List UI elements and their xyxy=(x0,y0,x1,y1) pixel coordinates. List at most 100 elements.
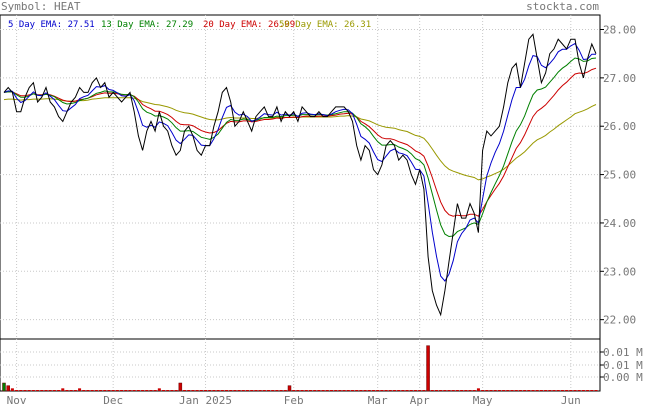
volume-bar xyxy=(460,390,464,391)
date-tick-label: Jun xyxy=(561,394,581,406)
volume-bar xyxy=(170,390,174,391)
volume-bar xyxy=(27,390,31,391)
price-axis: 22.00 23.00 24.00 25.00 26.00 27.00 28.00 xyxy=(600,24,636,327)
volume-axis: 0.01 M0.01 M0.00 M xyxy=(600,346,643,384)
volume-bar xyxy=(162,390,166,391)
date-tick-label: Feb xyxy=(284,394,304,406)
volume-tick-label: 0.00 M xyxy=(603,371,643,384)
volume-bar xyxy=(548,390,552,391)
date-tick-label: Dec xyxy=(103,394,123,406)
volume-bar xyxy=(141,390,145,391)
volume-bar xyxy=(304,390,308,391)
volume-bar xyxy=(485,390,489,391)
volume-bar xyxy=(531,390,535,391)
volume-bar xyxy=(178,382,183,392)
volume-bar xyxy=(565,390,569,391)
volume-bar xyxy=(19,390,23,391)
volume-bar xyxy=(514,390,518,391)
volume-bar xyxy=(325,390,329,391)
volume-bar xyxy=(418,390,422,391)
volume-bar xyxy=(334,390,338,391)
price-tick-label: 28.00 xyxy=(603,24,636,37)
volume-bar xyxy=(476,388,480,391)
volume-bar xyxy=(594,390,598,391)
volume-bar xyxy=(439,390,443,391)
volume-bar xyxy=(10,388,14,391)
volume-bar xyxy=(233,390,237,391)
volume-bar xyxy=(518,390,522,391)
volume-bar xyxy=(296,390,300,391)
price-tick-label: 22.00 xyxy=(603,314,636,327)
volume-bar xyxy=(86,390,90,391)
series-line-price xyxy=(3,33,597,317)
price-panel xyxy=(0,14,601,340)
volume-bar xyxy=(271,390,275,391)
volume-bar xyxy=(132,390,136,391)
volume-bar xyxy=(36,390,40,391)
volume-bar xyxy=(443,390,447,391)
volume-bar xyxy=(573,390,577,391)
legend-ema20: 20 Day EMA: 26.99 xyxy=(203,20,295,30)
volume-bar xyxy=(313,390,317,391)
volume-bar xyxy=(191,390,195,391)
series-line-ema20 xyxy=(3,67,597,217)
site-label: stockta.com xyxy=(526,0,599,13)
volume-bar xyxy=(581,390,585,391)
symbol-label: Symbol: HEAT xyxy=(1,0,81,13)
volume-bar xyxy=(103,390,107,391)
volume-bar xyxy=(275,390,279,391)
volume-bar xyxy=(317,390,321,391)
volume-bar xyxy=(157,388,161,391)
volume-bar xyxy=(586,390,590,391)
volume-bar xyxy=(52,390,56,391)
volume-bar xyxy=(94,390,98,391)
volume-bar xyxy=(342,390,346,391)
volume-bar xyxy=(535,390,539,391)
price-grid xyxy=(0,15,600,339)
price-tick-label: 26.00 xyxy=(603,120,636,133)
volume-bar xyxy=(195,390,199,391)
volume-bar xyxy=(506,390,510,391)
volume-bar xyxy=(338,390,342,391)
volume-bar xyxy=(527,390,531,391)
volume-bar xyxy=(363,390,367,391)
volume-bar xyxy=(544,390,548,391)
volume-bar xyxy=(90,390,94,391)
volume-bar xyxy=(78,388,82,391)
volume-bar xyxy=(23,390,27,391)
volume-bar xyxy=(464,390,468,391)
volume-bar xyxy=(2,382,6,392)
volume-bar xyxy=(246,390,250,391)
volume-bar xyxy=(241,390,245,391)
volume-bar xyxy=(434,390,438,391)
volume-bar xyxy=(61,388,65,391)
volume-bar xyxy=(212,390,216,391)
volume-bar xyxy=(216,390,220,391)
date-tick-label: Jan 2025 xyxy=(179,394,232,406)
volume-bar xyxy=(384,390,388,391)
volume-bar xyxy=(472,390,476,391)
volume-bar xyxy=(371,390,375,391)
volume-bar xyxy=(254,390,258,391)
volume-bar xyxy=(401,390,405,391)
volume-bar xyxy=(497,390,501,391)
volume-bar xyxy=(199,390,203,391)
volume-bar xyxy=(577,390,581,391)
volume-bar xyxy=(308,390,312,391)
volume-bar xyxy=(250,390,254,391)
price-tick-label: 27.00 xyxy=(603,72,636,85)
volume-bar xyxy=(552,390,556,391)
volume-bar xyxy=(392,390,396,391)
volume-bar xyxy=(99,390,103,391)
volume-bar xyxy=(279,390,283,391)
volume-bar xyxy=(426,345,430,392)
volume-bar xyxy=(292,390,296,391)
price-tick-label: 25.00 xyxy=(603,169,636,182)
volume-bar xyxy=(451,390,455,391)
volume-bar xyxy=(115,390,119,391)
date-tick-label: Apr xyxy=(410,394,430,406)
volume-bar xyxy=(455,390,459,391)
volume-bar xyxy=(229,390,233,391)
price-tick-label: 23.00 xyxy=(603,265,636,278)
volume-bar xyxy=(120,390,124,391)
